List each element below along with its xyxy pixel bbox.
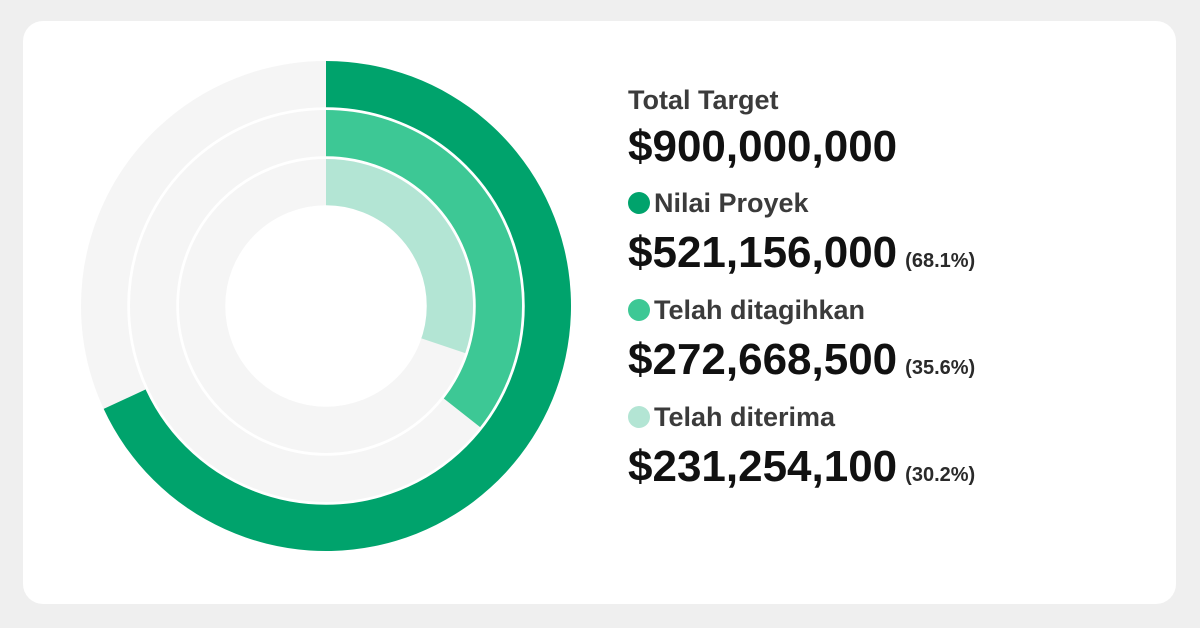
legend-percent: (68.1%) [905, 250, 976, 272]
legend-percent: (30.2%) [905, 464, 976, 486]
legend-value: $521,156,000 [628, 228, 898, 277]
legend-item-telah-diterima: Telah diterima $231,254,100 (30.2%) [628, 397, 1168, 497]
legend-dot-telah-ditagihkan [628, 299, 650, 321]
ring-separator-2 [176, 156, 476, 456]
legend-panel: Total Target $900,000,000 Nilai Proyek $… [628, 81, 1168, 504]
total-target-value: $900,000,000 [628, 122, 898, 171]
legend-value: $231,254,100 [628, 442, 898, 491]
summary-card: Total Target $900,000,000 Nilai Proyek $… [23, 21, 1176, 604]
ring-separator-1 [127, 107, 525, 505]
ring-arc-telah-diterima [326, 159, 473, 354]
chart-svg [81, 61, 571, 551]
legend-dot-nilai-proyek [628, 192, 650, 214]
legend-percent: (35.6%) [905, 357, 976, 379]
total-target-label: Total Target [628, 85, 779, 115]
ring-separator-3 [225, 205, 427, 407]
legend-dot-telah-diterima [628, 406, 650, 428]
legend-item-nilai-proyek: Nilai Proyek $521,156,000 (68.1%) [628, 183, 1168, 283]
ring-arc-telah-ditagihkan [326, 110, 522, 428]
radial-progress-chart [23, 21, 623, 604]
legend-name: Nilai Proyek [654, 187, 809, 218]
legend-name: Telah diterima [654, 401, 836, 432]
legend-value: $272,668,500 [628, 335, 898, 384]
legend-item-telah-ditagihkan: Telah ditagihkan $272,668,500 (35.6%) [628, 290, 1168, 390]
legend-name: Telah ditagihkan [654, 294, 866, 325]
